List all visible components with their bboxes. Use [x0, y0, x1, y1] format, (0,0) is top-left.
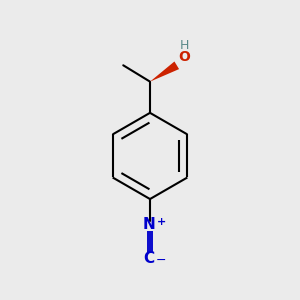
Polygon shape: [150, 61, 179, 82]
Text: −: −: [156, 254, 166, 266]
Text: C: C: [143, 251, 154, 266]
Text: N: N: [142, 217, 155, 232]
Text: H: H: [179, 39, 189, 52]
Text: +: +: [157, 217, 166, 227]
Text: O: O: [178, 50, 190, 64]
